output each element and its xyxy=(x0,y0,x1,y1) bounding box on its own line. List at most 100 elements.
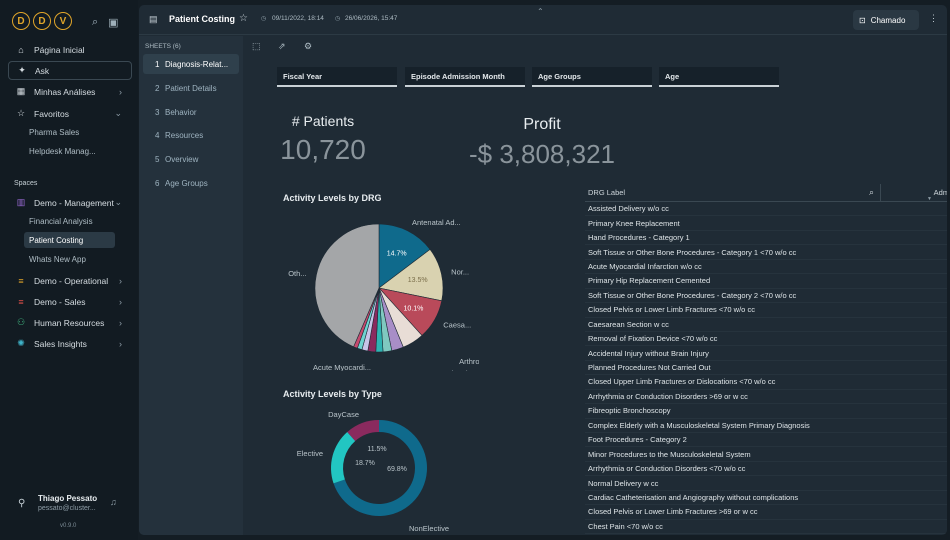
table-row[interactable]: Hand Procedures - Category 1 283 xyxy=(585,231,947,246)
slice-percent-label: 14.7% xyxy=(387,250,407,257)
drg-label-cell: Closed Pelvis or Lower Limb Fractures <7… xyxy=(588,305,755,315)
nav-my-analyses[interactable]: ▦ Minhas Análises › xyxy=(8,82,132,101)
donut-category-label: NonElective xyxy=(409,524,449,531)
pie-slice[interactable] xyxy=(378,223,431,289)
search-icon[interactable]: ⌕ xyxy=(92,16,99,28)
bar-chart-icon: ▥ xyxy=(16,197,26,207)
space-demo-sales[interactable]: ≡ Demo - Sales › xyxy=(8,292,132,311)
favorite-item[interactable]: Helpdesk Manag... xyxy=(29,146,96,156)
favorite-star-icon[interactable]: ☆ xyxy=(239,13,248,24)
favorite-item[interactable]: Pharma Sales xyxy=(29,127,80,137)
bulb-icon: ✺ xyxy=(17,338,25,348)
sheet-number: 2 xyxy=(155,83,160,93)
table-row[interactable]: Primary Hip Replacement Cemented 262 xyxy=(585,274,947,289)
table-row[interactable]: Foot Procedures - Category 2 118 xyxy=(585,433,947,448)
admissions-cell: 247 xyxy=(881,291,947,300)
filter-age[interactable]: Age xyxy=(659,67,779,87)
type-donut-chart[interactable]: 69.8% NonElective 18.7% Elective 11.5% DayCas… xyxy=(264,401,479,531)
space-human-resources[interactable]: ⚇ Human Resources › xyxy=(8,313,132,332)
space-item-active[interactable]: Patient Costing xyxy=(24,232,115,248)
drg-table: DRG Label ⌕ Admissions ▼ Assisted Delive… xyxy=(585,183,947,535)
table-row[interactable]: Closed Pelvis or Lower Limb Fractures >6… xyxy=(585,505,947,520)
sheet-list-icon[interactable]: ▤ xyxy=(149,14,158,24)
table-row[interactable]: Soft Tissue or Other Bone Procedures - C… xyxy=(585,245,947,260)
table-row[interactable]: Caesarean Section w cc 225 xyxy=(585,318,947,332)
slice-category-label: Arthroscopies xyxy=(459,357,479,366)
more-icon[interactable]: ⋮ xyxy=(929,13,938,23)
filter-fiscal-year[interactable]: Fiscal Year xyxy=(277,67,397,87)
table-row[interactable]: Complex Elderly with a Musculoskeletal S… xyxy=(585,419,947,433)
table-row[interactable]: Primary Knee Replacement 289 xyxy=(585,216,947,231)
drg-label-cell: Cardiac Catheterisation and Angiography … xyxy=(588,492,799,502)
donut-slice[interactable] xyxy=(331,431,356,484)
settings-icon[interactable]: ⚙ xyxy=(304,41,313,51)
table-row[interactable]: Cardiac Catheterisation and Angiography … xyxy=(585,491,947,506)
drg-pie-chart[interactable]: 14.7% 13.5% 10.1% Antenatal Ad... Nor... Caes… xyxy=(264,211,479,371)
kpi-profit-value: -$ 3,808,321 xyxy=(468,139,615,169)
table-row[interactable]: Soft Tissue or Other Bone Procedures - C… xyxy=(585,289,947,304)
search-icon[interactable]: ⌕ xyxy=(868,187,874,197)
donut-slice[interactable] xyxy=(347,420,379,441)
nav-ask[interactable]: ✦ Ask xyxy=(8,61,132,80)
nav-label: Favoritos xyxy=(34,108,69,119)
table-row[interactable]: Closed Upper Limb Fractures or Dislocati… xyxy=(585,375,947,390)
ddv-logo[interactable]: D D V xyxy=(12,12,72,30)
drg-label-cell: Accidental Injury without Brain Injury xyxy=(588,348,709,358)
table-row[interactable]: Normal Delivery w cc 101 xyxy=(585,476,947,491)
table-row[interactable]: Minor Procedures to the Musculoskeletal … xyxy=(585,447,947,462)
admissions-cell: 128 xyxy=(881,406,947,415)
space-item[interactable]: Financial Analysis xyxy=(29,216,93,226)
kpi-profit-title: Profit xyxy=(523,116,561,133)
pie-slice[interactable] xyxy=(314,223,380,348)
table-row[interactable]: Removal of Fixation Device <70 w/o cc 198 xyxy=(585,332,947,347)
nav-label: Página Inicial xyxy=(34,44,85,55)
page-title: Patient Costing xyxy=(169,14,236,24)
pie-slice[interactable] xyxy=(378,248,444,302)
collapse-sidebar-icon[interactable]: ▣ xyxy=(108,17,119,29)
table-header: DRG Label ⌕ Admissions ▼ xyxy=(585,183,947,202)
donut-category-label: Elective xyxy=(297,449,323,458)
admissions-cell: 542 xyxy=(881,204,947,213)
admissions-cell: 289 xyxy=(881,219,947,228)
drg-label-cell: Arrhythmia or Conduction Disorders <70 w… xyxy=(588,464,746,474)
admissions-cell: 283 xyxy=(881,233,947,242)
slice-category-label: Acute Myocardi... xyxy=(313,363,371,371)
space-sales-insights[interactable]: ✺ Sales Insights › xyxy=(8,334,132,353)
star-icon: ☆ xyxy=(16,108,26,118)
export-icon[interactable]: ⇗ xyxy=(278,41,286,51)
space-item[interactable]: Whats New App xyxy=(29,254,86,264)
nav-favorites[interactable]: ☆ Favoritos ⌄ xyxy=(8,104,132,123)
nav-home[interactable]: ⌂ Página Inicial xyxy=(8,40,132,59)
table-row[interactable]: Closed Pelvis or Lower Limb Fractures <7… xyxy=(585,303,947,318)
sheet-item-2[interactable]: 2 Patient Details xyxy=(143,78,239,98)
sheet-number: 5 xyxy=(155,154,160,164)
drg-label-cell: Soft Tissue or Other Bone Procedures - C… xyxy=(588,290,797,300)
sheet-item-3[interactable]: 3 Behavior xyxy=(143,102,239,122)
table-row[interactable]: Arrhythmia or Conduction Disorders >69 o… xyxy=(585,390,947,405)
sheet-label: Behavior xyxy=(165,107,197,117)
table-row[interactable]: Arrhythmia or Conduction Disorders <70 w… xyxy=(585,462,947,477)
table-row[interactable]: Accidental Injury without Brain Injury 19… xyxy=(585,346,947,361)
space-demo-operational[interactable]: ≡ Demo - Operational › xyxy=(8,271,132,290)
drg-label-cell: Closed Upper Limb Fractures or Dislocati… xyxy=(588,377,776,387)
table-row[interactable]: Acute Myocardial Infarction w/o cc 268 xyxy=(585,260,947,275)
sheet-item-4[interactable]: 4 Resources xyxy=(143,125,239,145)
bell-icon[interactable]: ♫ xyxy=(110,497,117,507)
filter-age-groups[interactable]: Age Groups xyxy=(532,67,652,87)
sheet-item-5[interactable]: 5 Overview xyxy=(143,149,239,169)
table-row[interactable]: Assisted Delivery w/o cc 542 xyxy=(585,202,947,217)
table-row[interactable]: Planned Procedures Not Carried Out 174 xyxy=(585,361,947,376)
col-admissions[interactable]: Admissions ▼ xyxy=(881,184,947,202)
select-tool-icon[interactable]: ⬚ xyxy=(252,41,261,51)
filter-episode-admission-month[interactable]: Episode Admission Month xyxy=(405,67,525,87)
chamado-button[interactable]: ⊡ Chamado xyxy=(853,10,919,30)
col-drg-label[interactable]: DRG Label ⌕ xyxy=(585,183,881,202)
sheet-item-1[interactable]: 1 Diagnosis-Relat... xyxy=(143,54,239,74)
drg-label-cell: Acute Myocardial Infarction w/o cc xyxy=(588,261,702,271)
table-row[interactable]: Fibreoptic Bronchoscopy 128 xyxy=(585,404,947,419)
drg-label-cell: Primary Knee Replacement xyxy=(588,218,680,228)
space-demo-management[interactable]: ▥ Demo - Management ⌄ xyxy=(8,193,132,212)
table-row[interactable]: Chest Pain <70 w/o cc 82 xyxy=(585,520,947,535)
sheet-item-6[interactable]: 6 Age Groups xyxy=(143,173,239,193)
chevron-up-icon[interactable]: ⌃ xyxy=(537,7,544,16)
